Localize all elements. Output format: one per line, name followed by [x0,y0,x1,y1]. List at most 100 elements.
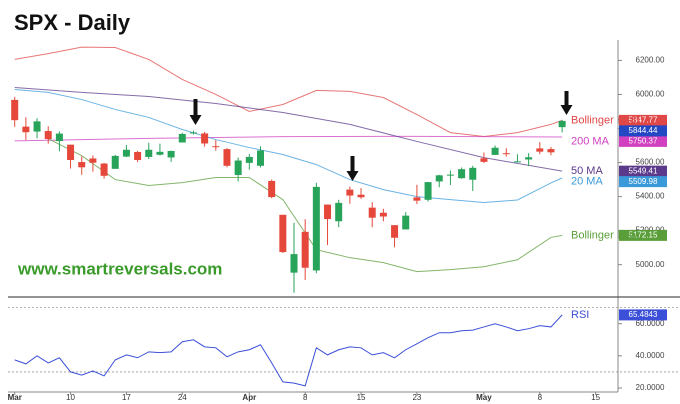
series-line [14,86,563,172]
x-tick-label: 24 [178,393,187,402]
candle-body [256,150,264,166]
candle-body [122,149,130,157]
series-name: RSI [571,309,589,321]
series-line [14,46,563,138]
candle-body [379,212,387,217]
candle-body [446,174,454,176]
series-line [14,89,563,204]
candle-body [223,149,231,166]
value-label-box [619,309,667,321]
value-label-box [619,229,667,241]
candle-body [134,151,142,160]
x-tick-label: 23 [412,393,421,402]
label-layer: SPX - Daily www.smartreversals.com 5847.77… [14,10,667,321]
candle-body [547,149,555,153]
series-line [14,314,563,387]
candle-body [178,133,186,143]
candle-body [111,155,119,169]
arrows [189,91,573,181]
candle-body [558,120,566,128]
candle-body [536,148,544,152]
candle-body [212,146,220,148]
candle-body [458,169,466,179]
value-label: 5509.98 [629,177,658,186]
x-tick-label: Mar [8,393,22,402]
candle-body [33,121,41,132]
value-label: 5172.15 [629,230,658,239]
candle-body [346,189,354,196]
series-name: 50 MA [571,165,603,177]
y-tick-label: 20.0000 [636,383,665,392]
candle-body [268,180,276,198]
candle-body [22,126,30,133]
series-layer [11,46,566,387]
candle-body [513,161,521,163]
y-tick-label: 60.0000 [636,319,665,328]
value-label: 5549.41 [629,166,658,175]
y-tick-label: 5400.00 [636,192,665,201]
value-label: 5847.77 [629,115,658,124]
candle-body [145,149,153,157]
candle-body [55,133,63,142]
y-tick-label: 5000.00 [636,260,665,269]
candle-body [491,147,499,155]
candle-body [89,158,97,163]
x-tick-label: 17 [122,393,131,402]
candle-body [357,194,365,198]
value-label: 65.4843 [629,310,658,319]
candle-body [469,167,477,180]
value-label-box [619,165,667,177]
x-tick-label: May [476,393,492,402]
candle-body [525,157,533,160]
arrow [560,91,573,115]
candle-body [234,160,242,175]
candle-body [413,197,421,201]
candle-body [189,132,197,134]
x-tick-label: 8 [538,393,543,402]
candle-body [245,156,253,163]
value-label: 5750.37 [629,136,658,145]
x-tick-label: 8 [303,393,308,402]
candle-body [402,215,410,230]
candle-body [301,231,309,268]
x-tick-label: 15 [357,393,366,402]
arrow [189,99,202,125]
arrow [346,156,359,181]
candle-body [167,150,175,158]
y-tick-label: 6200.00 [636,56,665,65]
candle-body [312,186,320,271]
y-tick-label: 5600.00 [636,158,665,167]
grid-layer: 5000.005200.005400.005600.005800.006000.… [8,56,680,402]
candle-body [368,207,376,218]
candle-body [279,214,287,253]
value-label-box [619,125,667,137]
x-tick-label: Apr [242,393,256,402]
value-label-box [619,135,667,147]
candle-body [78,162,86,168]
y-tick-label: 40.0000 [636,351,665,360]
series-line [14,135,563,142]
candle-body [424,182,432,200]
value-label-box [619,114,667,126]
chart-title: SPX - Daily [14,10,131,35]
series-name: 200 MA [571,135,610,147]
series-name: Bollinger Low [571,229,637,241]
candle-body [67,144,75,160]
candle-body [391,225,399,238]
value-label: 5844.44 [629,126,658,135]
candle-body [480,158,488,162]
series-name: 20 MA [571,176,603,188]
series-name: Bollinger High [571,114,639,126]
candle-body [435,175,443,182]
y-tick-label: 6000.00 [636,90,665,99]
candle-body [502,153,510,155]
candle-body [201,133,209,144]
x-tick-label: 15 [591,393,600,402]
candle-body [44,131,52,140]
candle-body [335,202,343,222]
candle-body [290,254,298,273]
candle-body [324,204,332,220]
